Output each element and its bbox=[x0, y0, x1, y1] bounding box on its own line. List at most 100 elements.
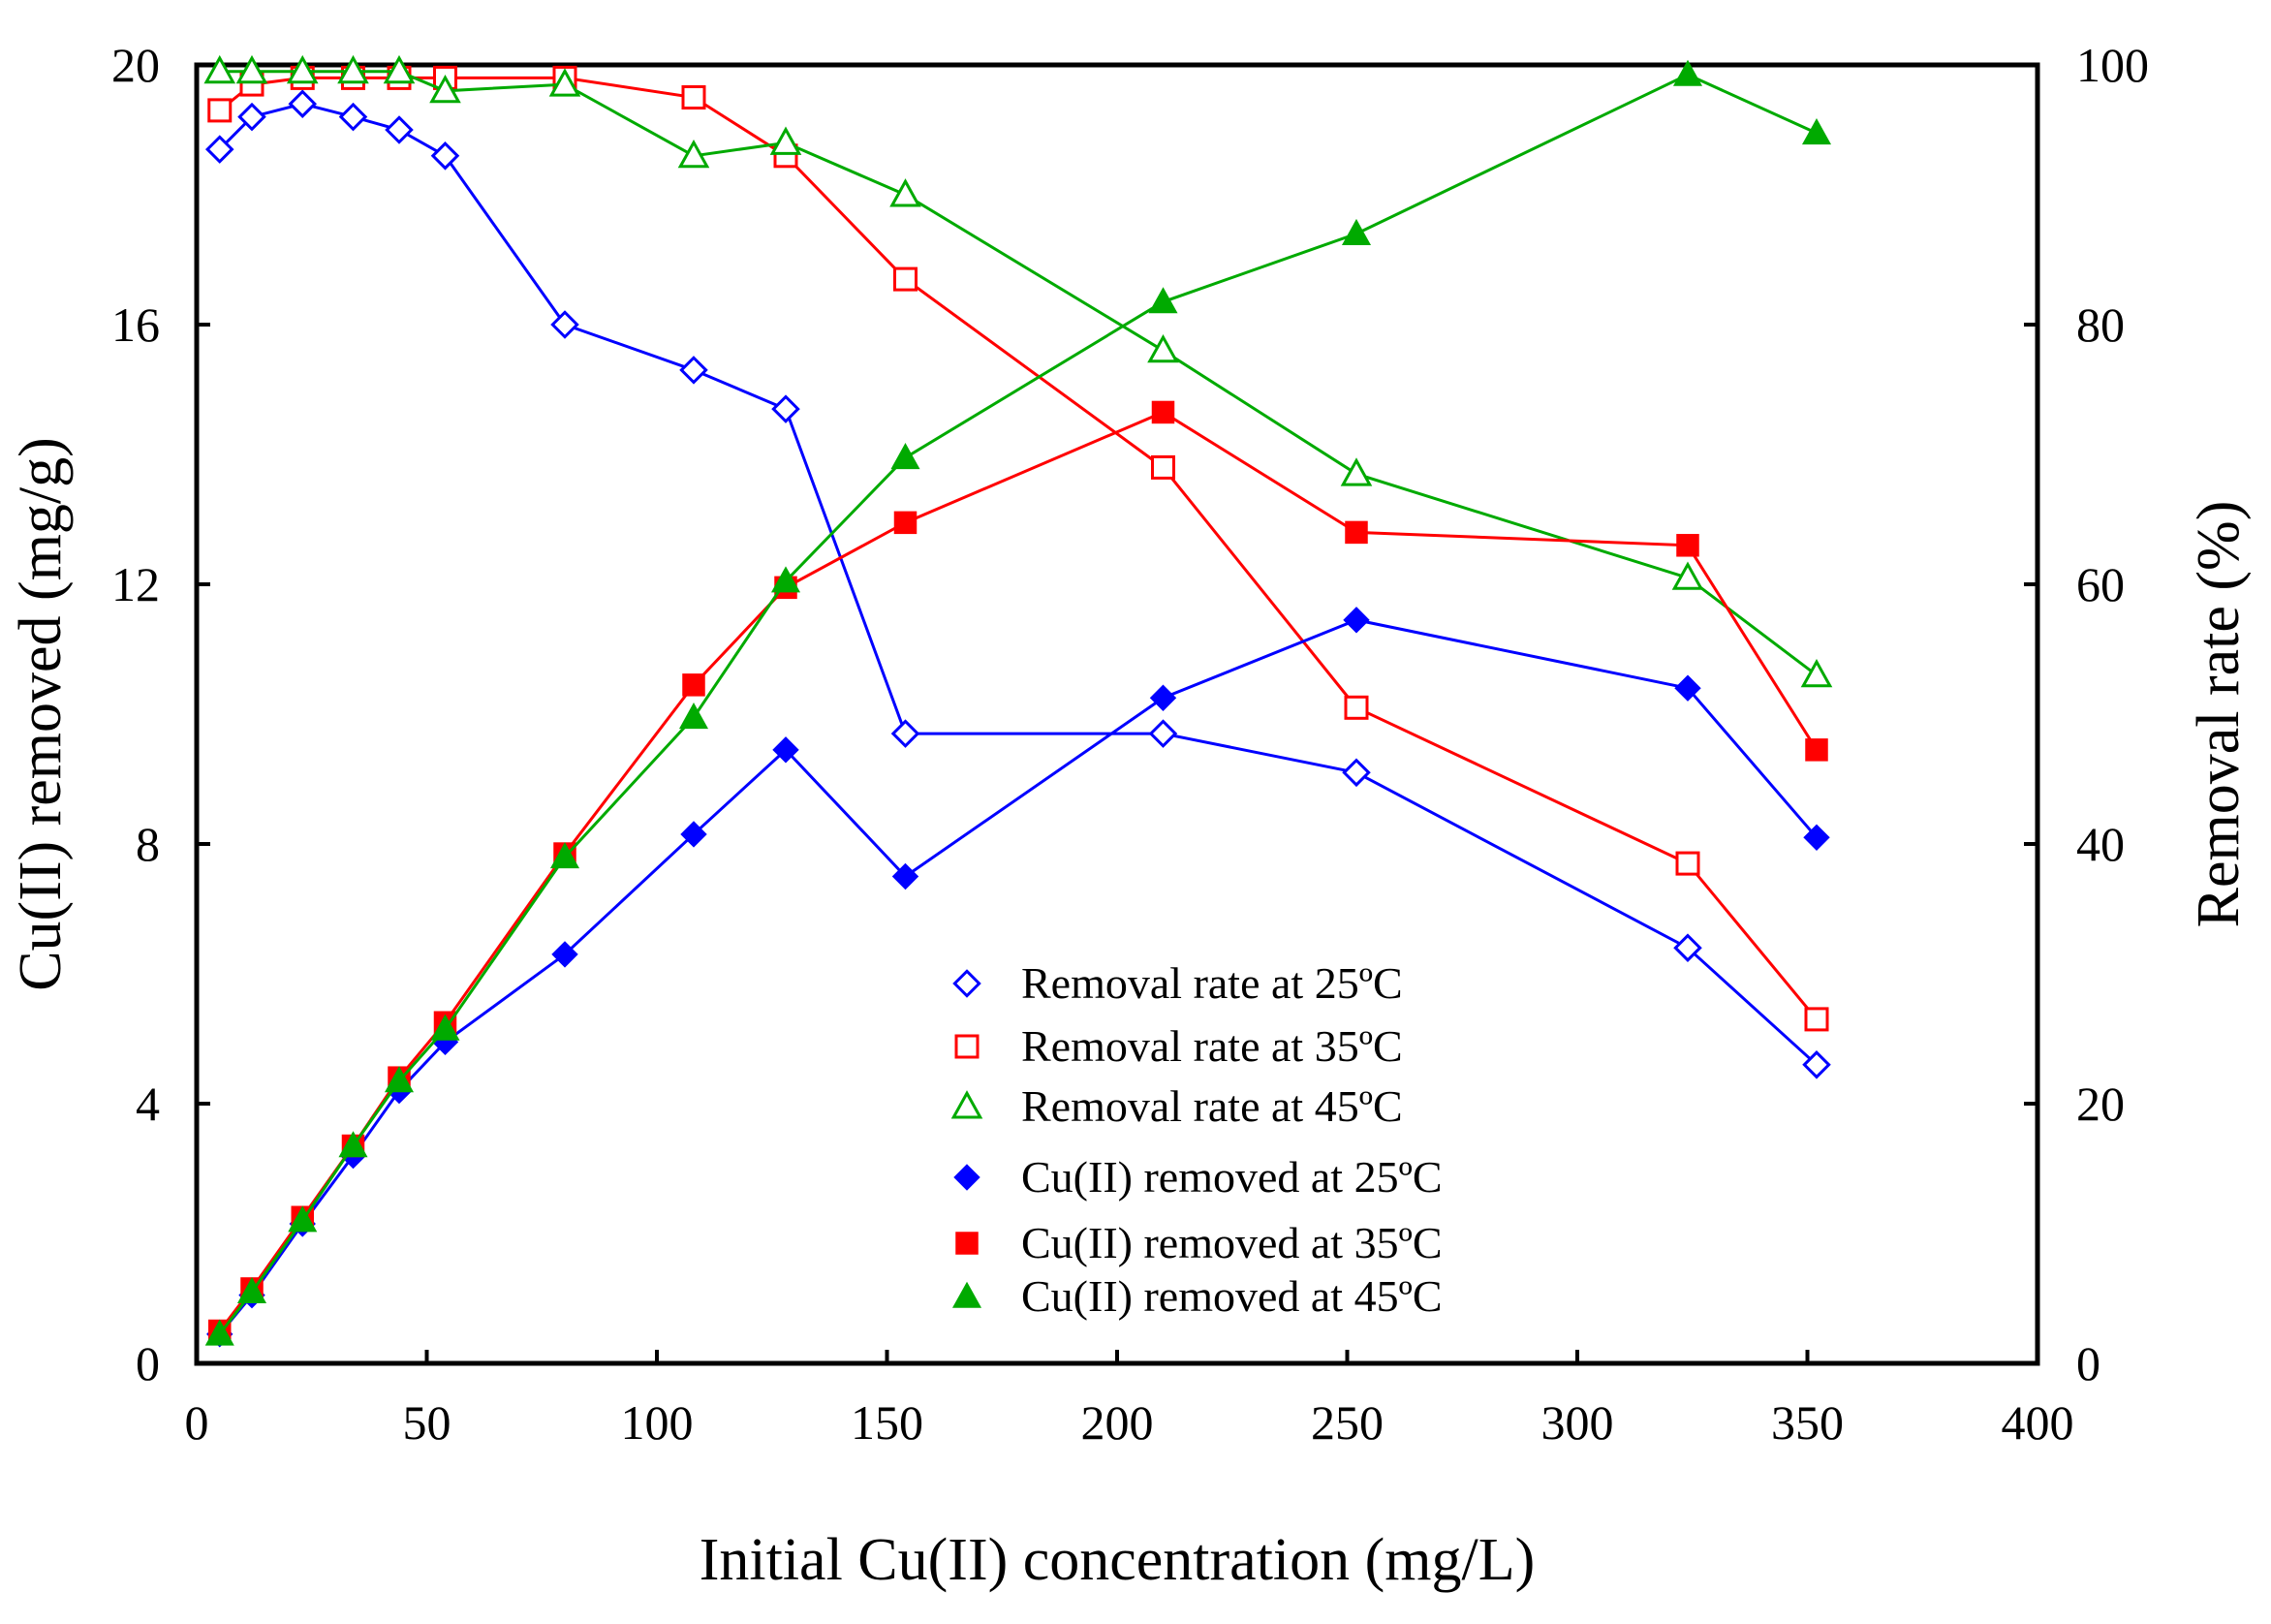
data-point bbox=[770, 566, 801, 593]
y2-tick-label: 40 bbox=[2076, 817, 2125, 871]
legend-marker bbox=[954, 1034, 980, 1059]
data-point bbox=[1345, 520, 1368, 545]
data-point bbox=[235, 54, 268, 84]
x-tick-label: 250 bbox=[1311, 1395, 1384, 1450]
legend-label: Removal rate at 25ºC bbox=[1021, 958, 1403, 1008]
data-point bbox=[385, 115, 414, 144]
data-point bbox=[681, 85, 706, 109]
legend-marker bbox=[952, 969, 981, 998]
data-point bbox=[678, 703, 709, 730]
data-point bbox=[893, 511, 918, 535]
data-point bbox=[1147, 333, 1179, 363]
data-point bbox=[551, 941, 578, 968]
data-point bbox=[549, 842, 580, 869]
series-layer bbox=[203, 54, 1833, 1348]
y2-tick-label: 0 bbox=[2076, 1336, 2100, 1390]
legend-marker bbox=[951, 1281, 982, 1308]
data-point bbox=[550, 310, 579, 339]
data-point bbox=[677, 139, 710, 169]
data-point bbox=[1340, 457, 1373, 486]
data-point bbox=[772, 736, 799, 764]
y2-axis-title: Removal rate (%) bbox=[2186, 501, 2252, 928]
series-1 bbox=[204, 89, 1831, 1079]
series-line bbox=[219, 70, 1818, 676]
legend-label: Cu(II) removed at 45ºC bbox=[1021, 1271, 1443, 1321]
x-tick-label: 100 bbox=[621, 1395, 694, 1450]
data-point bbox=[680, 821, 707, 848]
x-tick-label: 400 bbox=[2002, 1395, 2074, 1450]
data-point bbox=[1672, 59, 1703, 86]
y-tick-label: 12 bbox=[111, 557, 160, 611]
y-tick-label: 0 bbox=[136, 1336, 160, 1390]
data-point bbox=[1342, 758, 1371, 788]
data-point bbox=[207, 98, 233, 123]
data-point bbox=[1800, 658, 1833, 688]
data-point bbox=[679, 356, 708, 385]
y2-tick-label: 20 bbox=[2076, 1077, 2125, 1131]
data-point bbox=[1341, 218, 1372, 245]
data-point bbox=[1674, 674, 1701, 702]
legend-label: Cu(II) removed at 25ºC bbox=[1021, 1152, 1443, 1202]
data-point bbox=[889, 178, 921, 207]
series-6 bbox=[204, 59, 1832, 1346]
data-point bbox=[204, 1319, 234, 1346]
series-line bbox=[218, 410, 1819, 1332]
y-tick-label: 8 bbox=[136, 817, 160, 871]
data-point bbox=[1675, 851, 1700, 876]
data-point bbox=[682, 673, 705, 697]
data-point bbox=[890, 719, 920, 748]
data-point bbox=[204, 135, 234, 164]
data-point bbox=[288, 1205, 318, 1233]
data-point bbox=[384, 1066, 415, 1093]
legend-marker bbox=[955, 1232, 979, 1255]
data-point bbox=[1151, 454, 1175, 480]
data-point bbox=[1148, 287, 1178, 314]
legend-marker bbox=[953, 1164, 980, 1191]
data-point bbox=[338, 102, 368, 132]
series-2 bbox=[207, 65, 1829, 1032]
data-point bbox=[430, 1014, 460, 1041]
y-tick-label: 20 bbox=[111, 38, 160, 92]
data-point bbox=[1151, 400, 1175, 424]
data-point bbox=[1343, 607, 1370, 634]
data-point bbox=[1344, 695, 1369, 720]
series-line bbox=[218, 618, 1819, 1335]
data-point bbox=[1805, 738, 1828, 762]
legend-label: Cu(II) removed at 35ºC bbox=[1021, 1218, 1443, 1267]
data-point bbox=[203, 54, 236, 84]
data-point bbox=[893, 266, 918, 292]
data-point bbox=[337, 54, 369, 84]
legend: Removal rate at 25ºC Removal rate at 35ºC… bbox=[950, 958, 1443, 1321]
data-point bbox=[430, 141, 460, 171]
data-point bbox=[288, 89, 318, 118]
data-point bbox=[890, 443, 920, 470]
data-point bbox=[338, 1131, 368, 1158]
data-point bbox=[1149, 684, 1177, 711]
x-tick-label: 300 bbox=[1541, 1395, 1614, 1450]
x-tick-label: 0 bbox=[185, 1395, 209, 1450]
series-3 bbox=[203, 54, 1833, 688]
data-point bbox=[1804, 1007, 1829, 1032]
data-point bbox=[1802, 1050, 1831, 1079]
data-point bbox=[769, 126, 802, 155]
y2-tick-label: 60 bbox=[2076, 557, 2125, 611]
data-point bbox=[1148, 719, 1178, 748]
series-4 bbox=[206, 607, 1830, 1348]
x-tick-label: 350 bbox=[1771, 1395, 1844, 1450]
data-point bbox=[286, 54, 319, 84]
data-point bbox=[383, 54, 416, 84]
x-tick-label: 150 bbox=[851, 1395, 923, 1450]
series-line bbox=[218, 76, 1819, 1020]
y2-tick-label: 80 bbox=[2076, 297, 2125, 352]
x-tick-label: 200 bbox=[1081, 1395, 1154, 1450]
data-point bbox=[771, 394, 800, 423]
data-point bbox=[1803, 824, 1830, 852]
y-axis-title: Cu(II) removed (mg/g) bbox=[8, 437, 74, 991]
data-point bbox=[1676, 534, 1699, 557]
series-line bbox=[218, 73, 1818, 1335]
y2-tick-label: 100 bbox=[2076, 38, 2149, 92]
data-point bbox=[429, 74, 461, 104]
legend-label: Removal rate at 45ºC bbox=[1021, 1081, 1403, 1131]
data-point bbox=[236, 1277, 267, 1304]
